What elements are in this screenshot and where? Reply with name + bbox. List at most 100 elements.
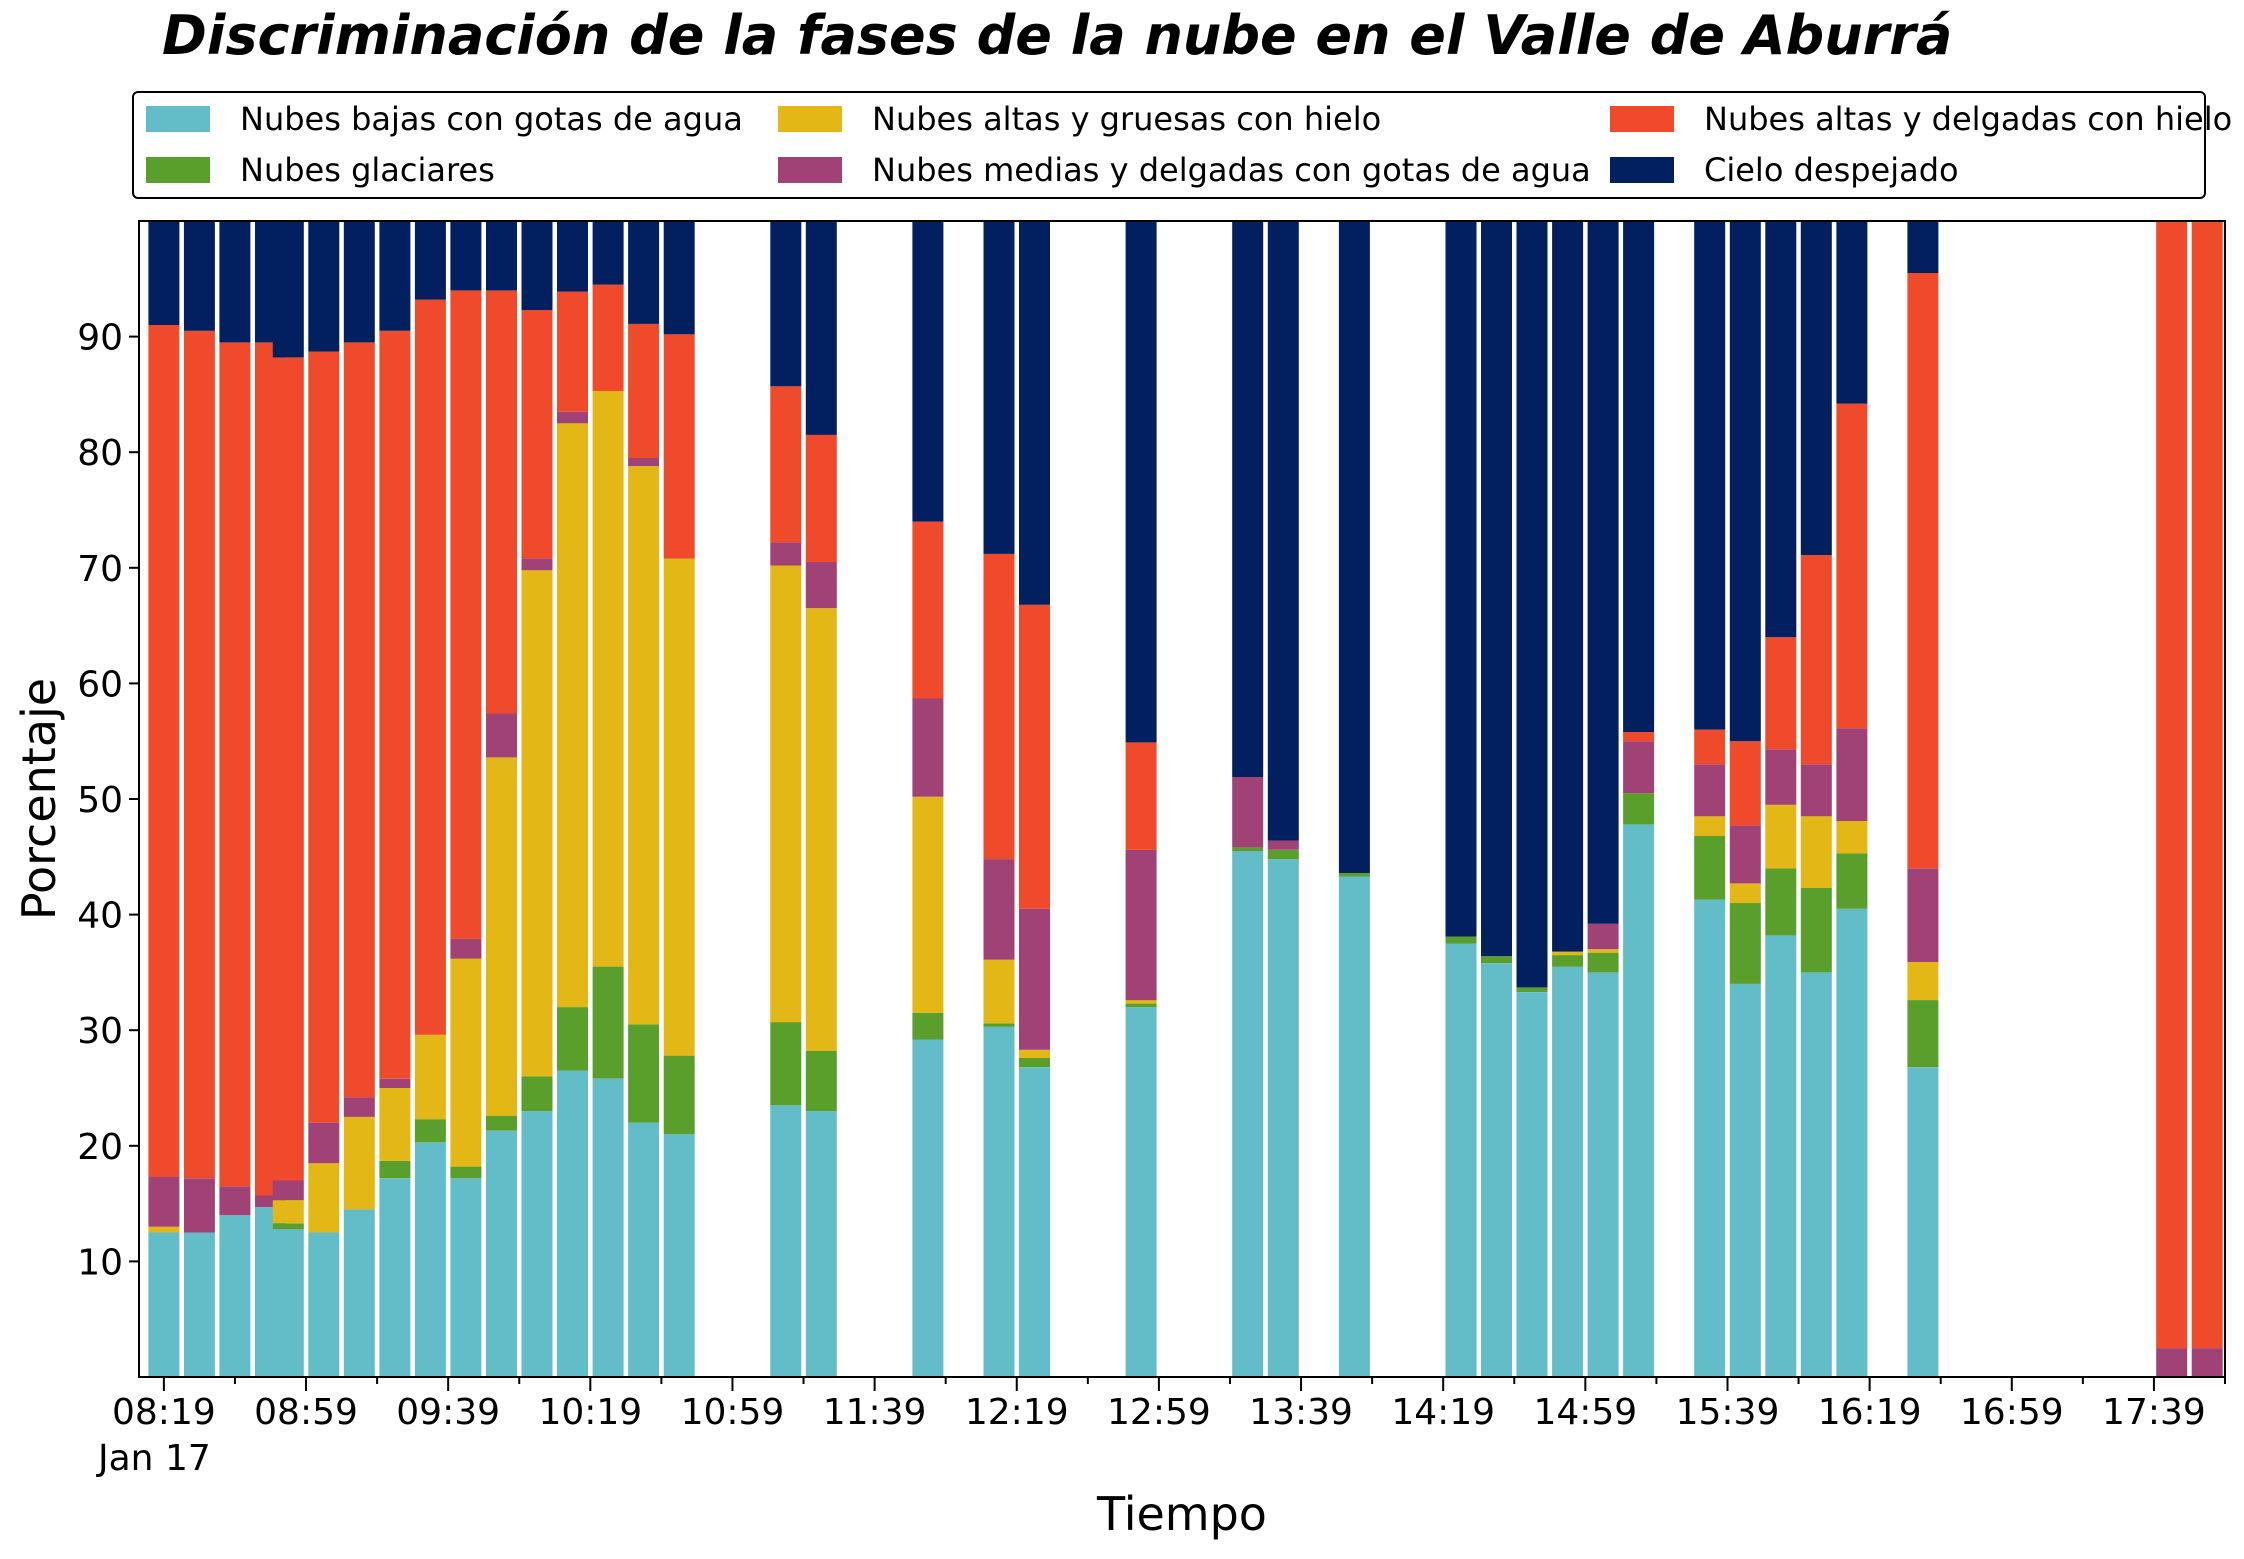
bar-segment (770, 1022, 802, 1106)
x-tick-label: 09:39 (396, 1392, 500, 1433)
bar-segment (770, 221, 802, 387)
bar-segment (450, 1178, 482, 1377)
bar-segment (414, 299, 446, 1035)
bar-segment (1694, 836, 1726, 900)
bar-segment (1765, 637, 1797, 750)
bar-segment (805, 434, 837, 563)
bar-segment (663, 334, 695, 559)
bar-segment (628, 323, 660, 458)
bar-segment (1836, 821, 1868, 854)
x-tick-label: 16:19 (1818, 1392, 1922, 1433)
bar-segment (1623, 732, 1655, 742)
bar-segment (343, 1116, 375, 1210)
bar-segment (1907, 221, 1939, 273)
bar-segment (1623, 741, 1655, 794)
bar-segment (557, 423, 588, 1008)
bar-segment (414, 221, 446, 300)
x-tick-label: 16:59 (1960, 1392, 2064, 1433)
bar-segment (148, 1177, 180, 1227)
bar-segment (557, 411, 588, 424)
bar-segment (521, 1076, 553, 1112)
bar-segment (1516, 987, 1548, 992)
bar-segment (983, 1026, 1015, 1377)
bar-segment (1907, 1067, 1939, 1377)
bar-segment (486, 757, 517, 1116)
bar-segment (272, 1200, 304, 1224)
bar-segment (272, 1180, 304, 1201)
legend-item-nubes-altas-delgadas: Nubes altas y delgadas con hielo (1610, 99, 2232, 139)
bar-segment (1125, 849, 1157, 1001)
bar-segment (1729, 221, 1761, 742)
x-tick-label: 15:39 (1676, 1392, 1780, 1433)
bar-segment (308, 221, 340, 352)
bar-segment (1836, 853, 1868, 909)
bar-segment (450, 290, 482, 939)
bar-segment (1516, 221, 1548, 988)
bar-segment (1765, 221, 1797, 638)
bar-segment (1019, 908, 1050, 1050)
bar-segment (1836, 403, 1868, 729)
bar-segment (770, 386, 802, 543)
bar-segment (183, 330, 215, 1179)
bar-segment (1623, 221, 1655, 732)
bar-segment (1338, 221, 1370, 873)
x-tick-label: 14:59 (1533, 1392, 1637, 1433)
bar-segment (1765, 935, 1797, 1377)
bar-segment (521, 1111, 553, 1377)
bar-segment (272, 1229, 304, 1377)
bar-segment (1623, 793, 1655, 825)
bar-segment (2191, 221, 2223, 1349)
bar-segment (1694, 729, 1726, 765)
bar-segment (1019, 604, 1050, 909)
bar-segment (1587, 949, 1619, 953)
bar-segment (1587, 221, 1619, 924)
bar-segment (1765, 868, 1797, 936)
bar-segment (557, 291, 588, 412)
legend-item-nubes-altas-gruesas: Nubes altas y gruesas con hielo (778, 99, 1381, 139)
bar-segment (805, 1051, 837, 1112)
bar-segment (1552, 955, 1584, 967)
bar-segment (592, 1078, 624, 1377)
x-axis: 08:19 08:59 09:39 10:19 10:59 11:39 12:19 12:59… (112, 1377, 2226, 1433)
bar-segment (983, 859, 1015, 960)
bar-segment (592, 966, 624, 1079)
bar-segment (2156, 221, 2188, 1349)
bar-segment (1729, 984, 1761, 1377)
bar-segment (1232, 221, 1264, 777)
bar-segment (1267, 221, 1299, 841)
bar-segment (414, 1142, 446, 1377)
x-date-label: Jan 17 (96, 1438, 211, 1479)
bar-segment (1019, 1057, 1050, 1068)
bar-segment (521, 221, 553, 310)
bars-layer (148, 221, 2223, 1377)
bar-segment (983, 553, 1015, 860)
bar-segment (521, 558, 553, 571)
bar-segment (805, 221, 837, 435)
legend-item-nubes-medias: Nubes medias y delgadas con gotas de agu… (778, 150, 1591, 190)
bar-segment (1125, 1007, 1157, 1377)
bar-segment (414, 1034, 446, 1120)
bar-segment (183, 1178, 215, 1233)
legend-label: Nubes glaciares (240, 151, 495, 189)
y-tick-label: 30 (77, 1011, 123, 1052)
bar-segment (219, 1186, 251, 1216)
x-tick-label: 12:59 (1107, 1392, 1211, 1433)
bar-segment (1125, 1003, 1157, 1008)
bar-segment (1587, 952, 1619, 973)
bar-segment (1019, 221, 1050, 605)
bar-segment (1019, 1049, 1050, 1058)
bar-segment (1694, 221, 1726, 730)
x-tick-label: 14:19 (1391, 1392, 1495, 1433)
bar-segment (486, 1130, 517, 1377)
bar-segment (663, 221, 695, 335)
legend-swatch (146, 157, 210, 183)
bar-segment (1907, 273, 1939, 869)
bar-segment (1552, 951, 1584, 956)
bar-segment (379, 1178, 411, 1377)
legend-swatch (778, 106, 842, 132)
bar-segment (1481, 956, 1512, 964)
bar-segment (557, 1007, 588, 1071)
bar-segment (379, 1088, 411, 1161)
x-tick-label: 17:39 (2102, 1392, 2206, 1433)
